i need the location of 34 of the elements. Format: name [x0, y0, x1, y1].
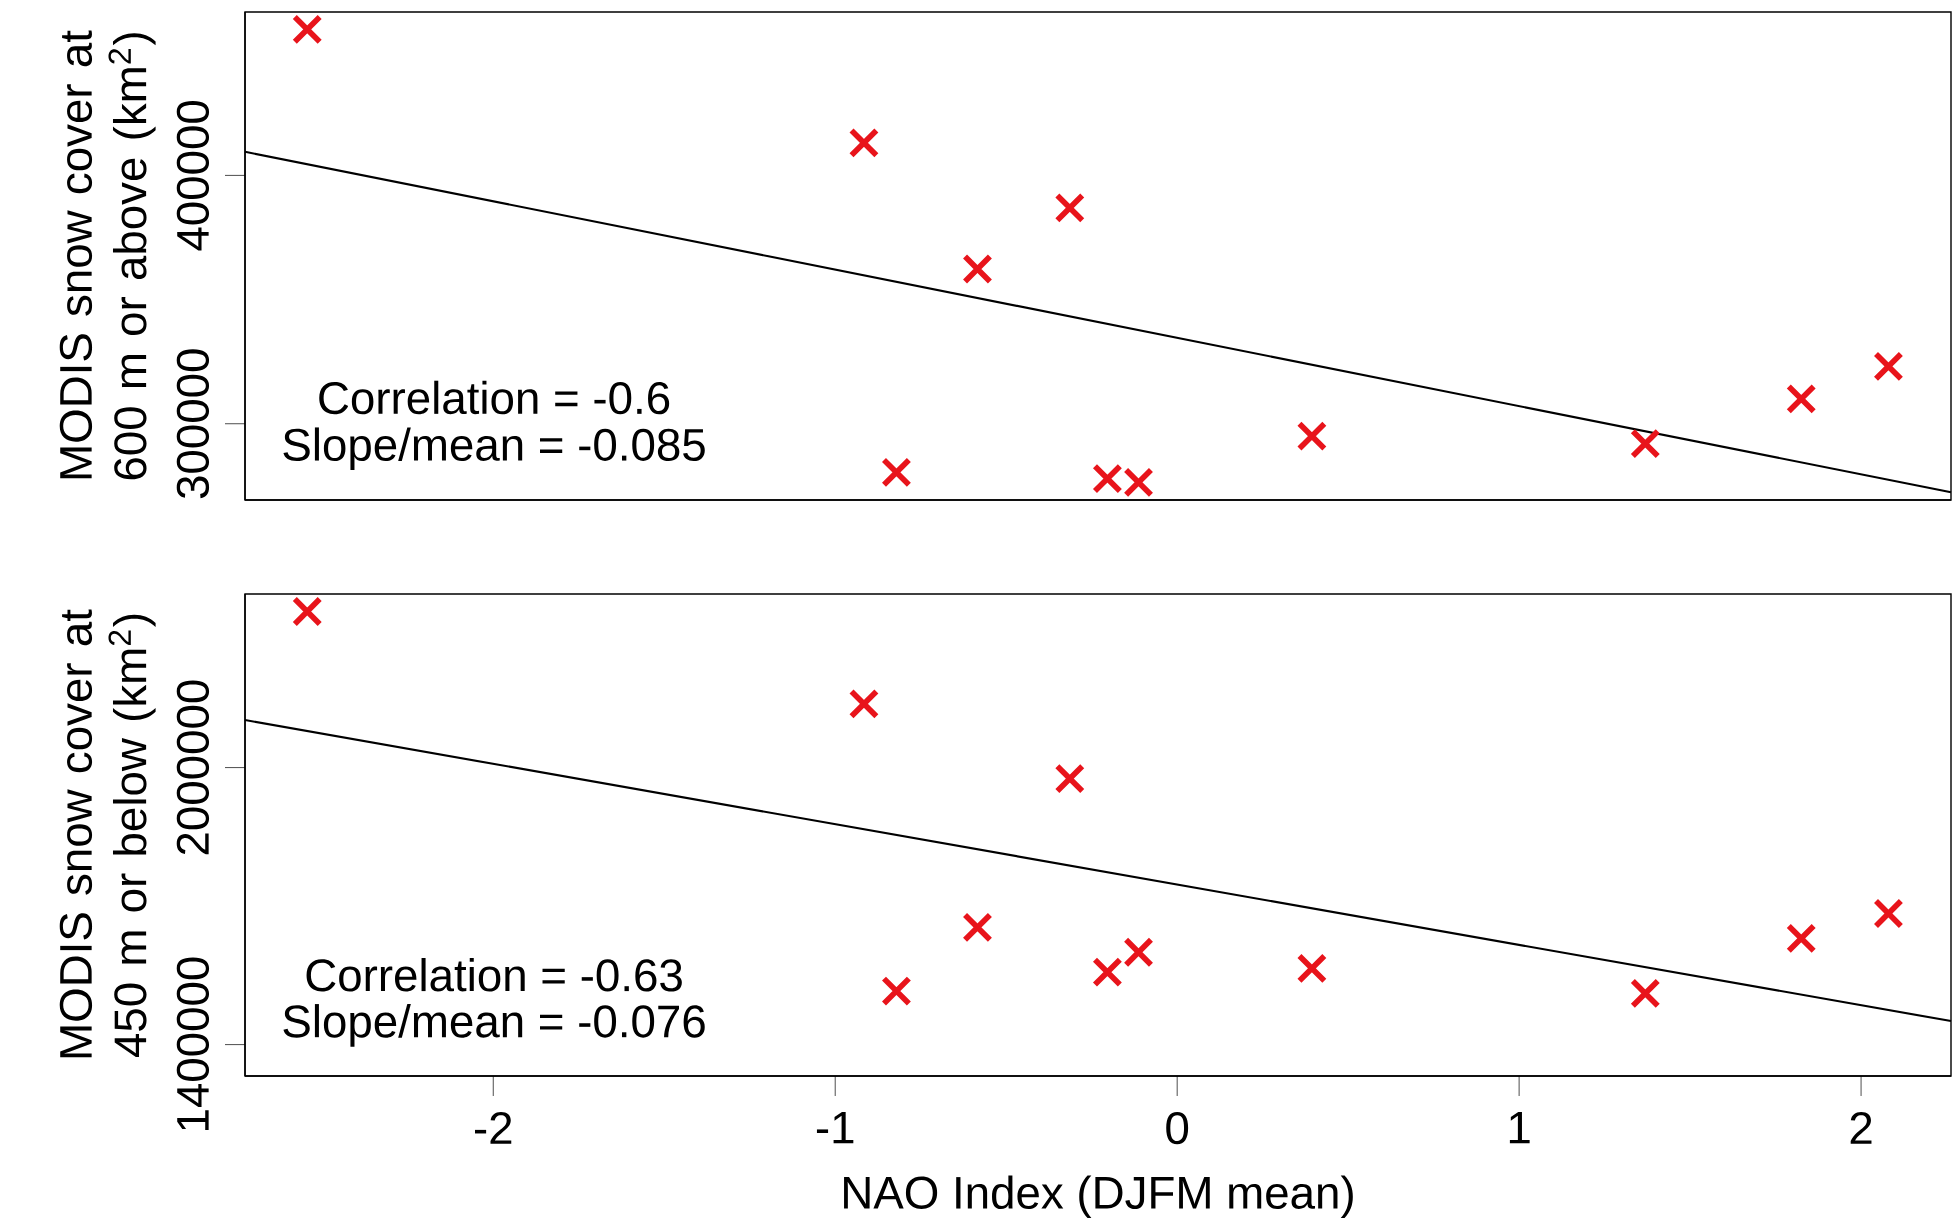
point: [1630, 978, 1661, 1009]
annotation: Correlation = -0.6: [319, 380, 670, 415]
point: [1092, 956, 1123, 988]
point: [292, 596, 323, 627]
point: [1054, 192, 1086, 224]
x-tick-label: -1: [816, 1111, 854, 1144]
point: [881, 457, 912, 488]
point: [1054, 763, 1086, 794]
point: [1630, 428, 1661, 459]
x-axis-title: NAO Index (DJFM mean): [844, 1175, 1353, 1219]
point: [1786, 923, 1817, 954]
y-tick-label: 2000000: [176, 680, 210, 855]
x-tick-label: 0: [1166, 1111, 1189, 1145]
x-tick-label: 1: [1509, 1111, 1530, 1144]
point: [1873, 898, 1904, 929]
point: [962, 253, 993, 285]
point: [292, 14, 323, 45]
point: [1296, 953, 1328, 984]
point: [962, 912, 993, 943]
annotation: Slope/mean = -0.076: [283, 1004, 705, 1047]
annotation: Correlation = -0.63: [306, 957, 682, 992]
point: [848, 127, 880, 159]
point: [848, 688, 880, 720]
y-tick-label: 400000: [176, 100, 210, 251]
annotation: Slope/mean = -0.085: [283, 427, 705, 471]
y-tick-label: 1400000: [176, 957, 210, 1131]
point: [1873, 351, 1904, 382]
y-tick-label: 300000: [176, 349, 210, 499]
x-tick-label: 2: [1850, 1111, 1872, 1144]
x-tick-label: -2: [474, 1111, 512, 1144]
point: [1123, 937, 1154, 968]
point: [1786, 383, 1817, 415]
point: [1296, 420, 1328, 452]
point: [881, 975, 912, 1007]
